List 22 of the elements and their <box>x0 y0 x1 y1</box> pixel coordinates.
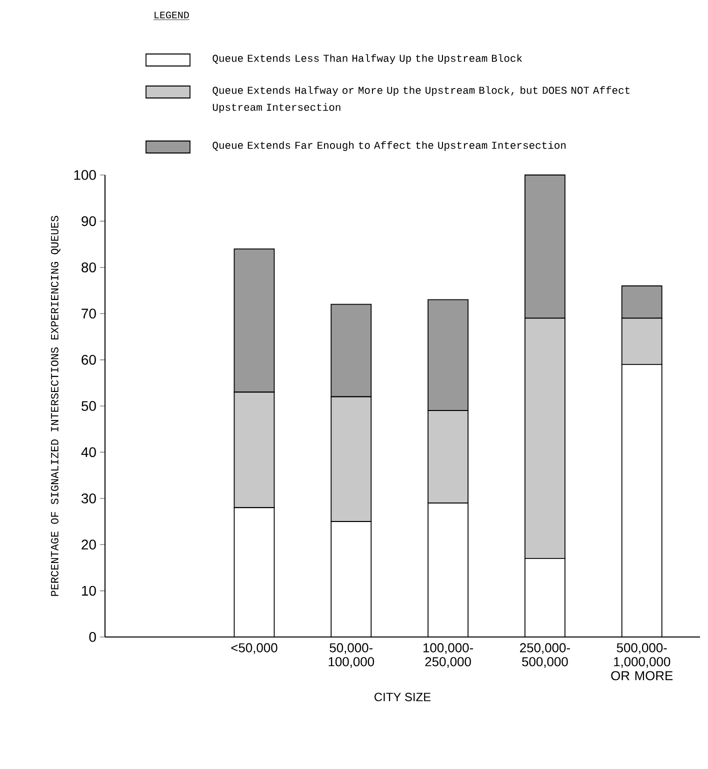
y-tick-label: 40 <box>81 447 96 458</box>
x-tick-label: 250,000- 500,000 <box>520 643 570 668</box>
y-tick-label: 60 <box>82 354 96 365</box>
x-tick-label: <50,000 <box>231 643 278 654</box>
legend-title: LEGEND <box>154 12 189 18</box>
x-tick-label: 100,000- 250,000 <box>423 643 474 668</box>
legend-label: Queue Extends Far Enough to Affect the Upstream Intersection <box>212 141 566 151</box>
y-axis-title: PERCENTAGE OF SIGNALIZED INTERSECTIONS EXPERIENCING QUEUES <box>50 216 60 596</box>
y-tick-label: 20 <box>82 540 96 550</box>
y-tick-label: 90 <box>82 216 96 226</box>
x-tick-label: 50,000- 100,000 <box>328 643 374 668</box>
y-tick-label: 0 <box>89 632 96 642</box>
x-tick-label: 500,000- 1,000,000 OR MORE <box>611 643 673 680</box>
y-tick-label: 100 <box>74 170 96 180</box>
y-tick-label: 10 <box>82 586 96 596</box>
x-axis-title: CITY SIZE <box>374 692 431 702</box>
legend-label: Queue Extends Less Than Halfway Up the Upstream Block <box>212 54 522 64</box>
y-tick-label: 50 <box>82 401 96 411</box>
y-tick-label: 30 <box>81 493 96 504</box>
legend-label: Queue Extends Halfway or More Up the Upstream Block, but DOES NOT Affect Upstream Intersection <box>212 86 630 113</box>
y-tick-label: 70 <box>82 308 96 319</box>
y-tick-label: 80 <box>82 262 96 272</box>
